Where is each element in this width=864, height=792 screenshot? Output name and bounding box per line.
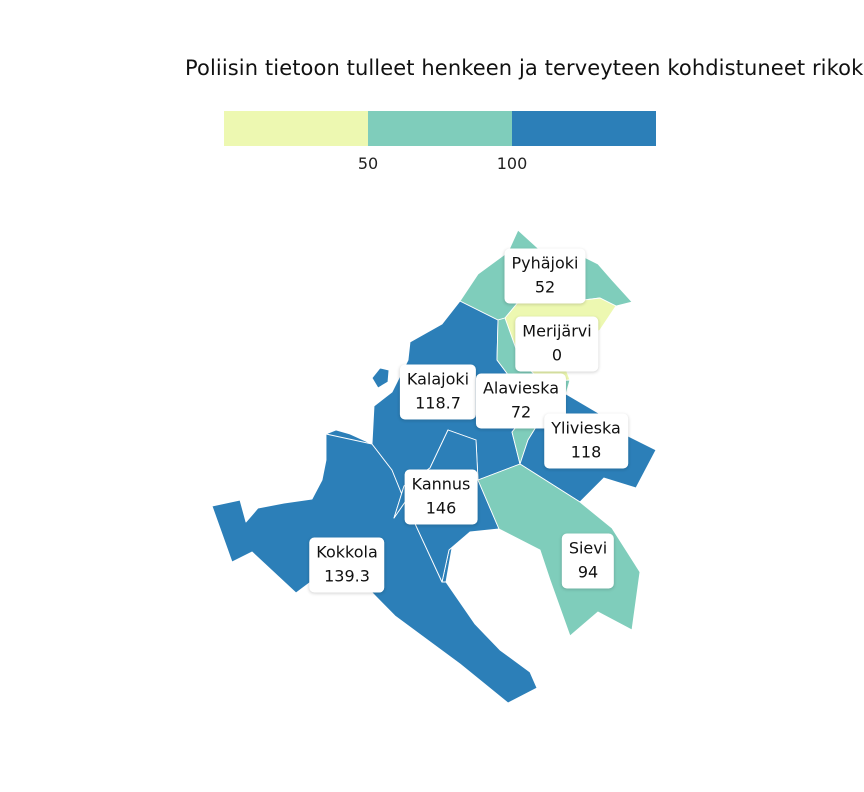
label-kokkola-value: 139.3 [324,566,370,586]
legend-bin-mid [368,111,512,146]
label-merijarvi: Merijärvi 0 [515,316,599,372]
legend-bin-high [512,111,656,146]
label-sievi-name: Sievi [568,538,608,558]
label-ylivieska-name: Ylivieska [551,418,621,438]
label-kalajoki: Kalajoki 118.7 [399,364,477,420]
label-kannus: Kannus 146 [404,469,478,525]
label-ylivieska: Ylivieska 118 [544,413,628,469]
label-kokkola-name: Kokkola [316,542,378,562]
label-pyhajoki-name: Pyhäjoki [511,253,579,273]
label-sievi: Sievi 94 [561,533,615,589]
map-title: Poliisin tietoon tulleet henkeen ja terv… [185,56,864,80]
legend-tick-100: 100 [496,154,528,173]
label-ylivieska-value: 118 [570,442,602,462]
label-kalajoki-value: 118.7 [415,393,461,413]
legend-tick-50: 50 [357,154,379,173]
label-kokkola: Kokkola 139.3 [309,537,385,593]
label-sievi-value: 94 [577,562,599,582]
region-kalajoki-island[interactable] [371,367,390,389]
label-pyhajoki-value: 52 [534,277,556,297]
label-kannus-value: 146 [425,498,457,518]
label-kalajoki-name: Kalajoki [406,369,470,389]
label-kannus-name: Kannus [411,474,471,494]
label-merijarvi-name: Merijärvi [522,321,592,341]
label-merijarvi-value: 0 [551,345,563,365]
label-pyhajoki: Pyhäjoki 52 [504,248,586,304]
region-sievi[interactable] [477,463,641,637]
legend-bin-low [224,111,368,146]
label-alavieska-name: Alavieska [482,378,560,398]
label-alavieska-value: 72 [510,402,532,422]
color-legend [224,111,656,146]
